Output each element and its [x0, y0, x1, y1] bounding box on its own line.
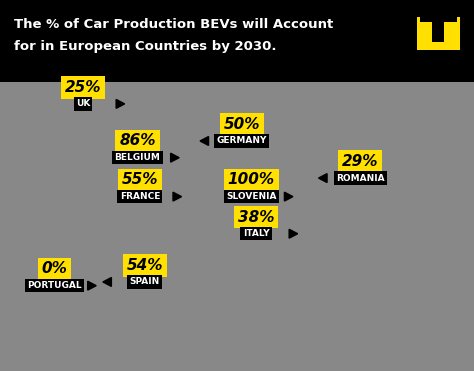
Polygon shape: [171, 153, 179, 162]
Polygon shape: [116, 99, 125, 108]
Text: PORTUGAL: PORTUGAL: [27, 281, 82, 290]
Text: 0%: 0%: [42, 262, 67, 276]
Text: 50%: 50%: [223, 117, 260, 132]
Polygon shape: [284, 192, 293, 201]
Text: 54%: 54%: [126, 258, 163, 273]
Polygon shape: [103, 278, 111, 286]
Polygon shape: [319, 174, 327, 183]
Text: 38%: 38%: [237, 210, 274, 224]
Text: SPAIN: SPAIN: [129, 278, 160, 286]
Polygon shape: [173, 192, 182, 201]
FancyBboxPatch shape: [0, 0, 474, 82]
Polygon shape: [289, 229, 298, 238]
FancyBboxPatch shape: [432, 21, 445, 42]
Text: GERMANY: GERMANY: [217, 137, 267, 145]
Text: for in European Countries by 2030.: for in European Countries by 2030.: [14, 40, 277, 53]
Text: 86%: 86%: [119, 134, 156, 148]
Text: 25%: 25%: [64, 80, 101, 95]
FancyBboxPatch shape: [417, 17, 460, 50]
Text: The % of Car Production BEVs will Account: The % of Car Production BEVs will Accoun…: [14, 17, 334, 31]
Text: ROMANIA: ROMANIA: [336, 174, 384, 183]
Text: SLOVENIA: SLOVENIA: [226, 192, 276, 201]
Text: BELGIUM: BELGIUM: [115, 153, 160, 162]
Text: 55%: 55%: [121, 173, 158, 187]
Polygon shape: [200, 137, 209, 145]
Text: ITALY: ITALY: [243, 229, 269, 238]
Polygon shape: [88, 281, 96, 290]
Text: FRANCE: FRANCE: [119, 192, 160, 201]
Text: 29%: 29%: [342, 154, 379, 169]
FancyBboxPatch shape: [420, 16, 456, 22]
Text: UK: UK: [76, 99, 90, 108]
Text: 100%: 100%: [228, 173, 275, 187]
